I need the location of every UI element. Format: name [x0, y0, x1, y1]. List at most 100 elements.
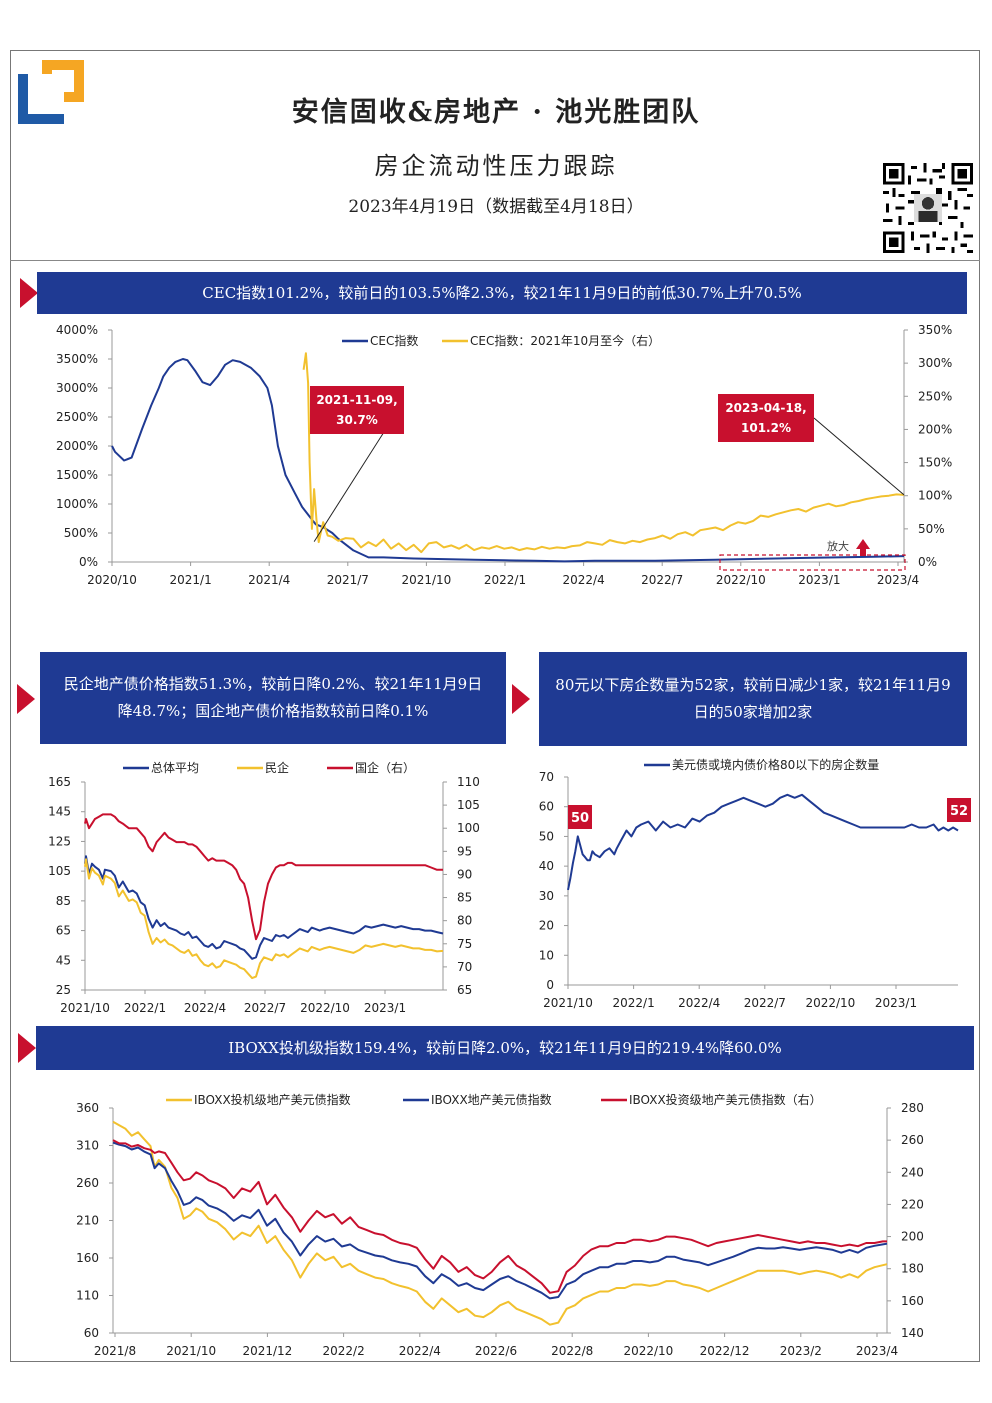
x-tick-label: 2023/1 [798, 573, 840, 587]
value-flag-label: 50 [571, 811, 589, 826]
y2-tick-label: 140 [901, 1326, 924, 1340]
x-tick-label: 2022/12 [700, 1344, 750, 1358]
y-tick-label: 3000% [56, 381, 98, 395]
y-tick-label: 210 [76, 1214, 99, 1228]
x-tick-label: 2022/1 [612, 996, 654, 1010]
section-arrow-icon [17, 684, 35, 714]
y2-tick-label: 80 [457, 914, 472, 928]
x-tick-label: 2022/4 [184, 1001, 226, 1015]
series-line-2 [84, 858, 444, 980]
legend-label: CEC指数 [370, 333, 418, 348]
brand-logo [18, 60, 84, 124]
series-line-1 [567, 793, 959, 891]
y-tick-label: 60 [84, 1326, 99, 1340]
x-tick-label: 2022/8 [551, 1344, 593, 1358]
count80-headline-banner: 80元以下房企数量为52家，较前日减少1家，较21年11月9日的50家增加2家 [539, 652, 967, 746]
y2-tick-label: 85 [457, 891, 472, 905]
x-tick-label: 2022/10 [300, 1001, 350, 1015]
bond-price-headline-banner: 民企地产债价格指数51.3%，较前日降0.2%、较21年11月9日降48.7%；… [40, 652, 506, 744]
y-tick-label: 60 [539, 800, 554, 814]
callout-leader [813, 417, 905, 496]
x-tick-label: 2021/12 [242, 1344, 292, 1358]
zoom-label: 放大 [827, 539, 849, 553]
y-tick-label: 4000% [56, 323, 98, 337]
callout-value: 30.7% [336, 413, 378, 427]
x-tick-label: 2021/7 [327, 573, 369, 587]
x-tick-label: 2022/4 [399, 1344, 441, 1358]
y2-tick-label: 280 [901, 1101, 924, 1115]
y-tick-label: 2500% [56, 410, 98, 424]
y2-tick-label: 240 [901, 1165, 924, 1179]
iboxx-headline-banner: IBOXX投机级指数159.4%，较前日降2.0%，较21年11月9日的219.… [36, 1026, 974, 1070]
series-line-2 [112, 1141, 888, 1300]
y2-tick-label: 150% [918, 456, 952, 470]
x-tick-label: 2022/7 [641, 573, 683, 587]
y-tick-label: 0 [546, 978, 554, 992]
y2-tick-label: 105 [457, 798, 480, 812]
y-tick-label: 160 [76, 1251, 99, 1265]
x-tick-label: 2022/4 [562, 573, 604, 587]
y2-tick-label: 110 [457, 775, 480, 789]
section-arrow-icon [512, 684, 530, 714]
legend-label: IBOXX地产美元债指数 [431, 1092, 552, 1107]
series-line-1 [112, 1120, 888, 1326]
y-tick-label: 0% [79, 555, 98, 569]
y2-tick-label: 200% [918, 422, 952, 436]
page-frame [10, 50, 980, 1362]
x-tick-label: 2022/7 [744, 996, 786, 1010]
callout-value: 101.2% [741, 421, 791, 435]
y2-tick-label: 50% [918, 522, 945, 536]
qr-code-icon [883, 163, 973, 253]
legend-label: 美元债或境内债价格80以下的房企数量 [672, 757, 879, 772]
y2-tick-label: 90 [457, 867, 472, 881]
callout-date: 2021-11-09, [316, 393, 397, 407]
y2-tick-label: 350% [918, 323, 952, 337]
report-date: 2023年4月19日（数据截至4月18日） [348, 197, 644, 217]
y-tick-label: 65 [56, 924, 71, 938]
x-tick-label: 2021/10 [543, 996, 593, 1010]
y2-tick-label: 200 [901, 1230, 924, 1244]
legend-label: IBOXX投机级地产美元债指数 [194, 1092, 351, 1107]
x-tick-label: 2021/10 [60, 1001, 110, 1015]
callout-date: 2023-04-18, [725, 401, 806, 415]
y-tick-label: 30 [539, 889, 554, 903]
y2-tick-label: 220 [901, 1197, 924, 1211]
y-tick-label: 165 [48, 775, 71, 789]
legend-label: 民企 [265, 760, 289, 775]
y-tick-label: 45 [56, 953, 71, 967]
series-line-2 [302, 352, 905, 554]
y2-tick-label: 65 [457, 983, 472, 997]
y-tick-label: 2000% [56, 439, 98, 453]
y2-tick-label: 95 [457, 844, 472, 858]
y-tick-label: 145 [48, 805, 71, 819]
x-tick-label: 2023/4 [877, 573, 919, 587]
zoom-up-arrow-icon [856, 539, 870, 556]
y-tick-label: 500% [64, 526, 98, 540]
legend-label: IBOXX投资级地产美元债指数（右） [629, 1092, 822, 1107]
x-tick-label: 2022/10 [716, 573, 766, 587]
team-title: 安信固收&房地产 · 池光胜团队 [291, 97, 701, 128]
section-arrow-icon [18, 1033, 36, 1063]
x-tick-label: 2020/10 [87, 573, 137, 587]
value-flag [568, 805, 592, 829]
series-line-3 [84, 813, 443, 941]
cec-headline-banner: CEC指数101.2%，较前日的103.5%降2.3%，较21年11月9日的前低… [37, 272, 967, 314]
callout-box [718, 394, 814, 442]
series-line-1 [111, 358, 905, 563]
y2-tick-label: 70 [457, 960, 472, 974]
y-tick-label: 310 [76, 1139, 99, 1153]
x-tick-label: 2022/1 [124, 1001, 166, 1015]
value-flag-label: 52 [950, 804, 968, 819]
x-tick-label: 2023/1 [364, 1001, 406, 1015]
x-tick-label: 2021/8 [94, 1344, 136, 1358]
y2-tick-label: 75 [457, 937, 472, 951]
x-tick-label: 2022/10 [805, 996, 855, 1010]
y-tick-label: 105 [48, 864, 71, 878]
callout-box [310, 386, 404, 434]
y2-tick-label: 100 [457, 821, 480, 835]
legend-label: 总体平均 [151, 761, 199, 775]
y-tick-label: 85 [56, 894, 71, 908]
report-title: 房企流动性压力跟踪 [374, 152, 618, 180]
x-tick-label: 2021/10 [401, 573, 451, 587]
